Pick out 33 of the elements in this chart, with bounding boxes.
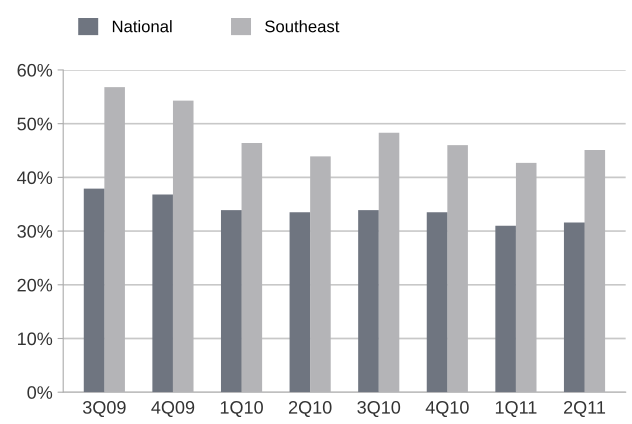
- y-tick-label: 60%: [18, 64, 52, 77]
- bar: [310, 156, 331, 392]
- bar: [584, 150, 606, 392]
- x-tick-label: 4Q09: [151, 401, 194, 418]
- bar: [426, 212, 448, 392]
- legend-label: Southeast: [265, 20, 340, 32]
- bar: [358, 210, 379, 392]
- bar: [220, 210, 242, 392]
- y-tick-label: 10%: [18, 332, 52, 346]
- bar: [84, 188, 104, 392]
- x-tick-label: 4Q10: [426, 401, 469, 418]
- bar: [290, 212, 310, 392]
- bar: [495, 226, 516, 392]
- bar: [516, 162, 537, 392]
- x-tick-label: 1Q10: [220, 401, 263, 418]
- bar: [152, 194, 173, 392]
- x-tick-label: 2Q10: [288, 401, 332, 418]
- y-tick-label: 40%: [17, 171, 52, 184]
- x-tick-label: 2Q11: [564, 401, 606, 418]
- bar: [564, 222, 585, 392]
- bar: [172, 100, 194, 392]
- y-tick-label: 0%: [27, 386, 52, 399]
- bar: [242, 143, 262, 392]
- x-tick-label: 1Q11: [496, 401, 536, 418]
- bar: [104, 87, 125, 392]
- x-tick-label: 3Q09: [82, 401, 126, 418]
- y-tick-label: 50%: [17, 118, 52, 130]
- bar: [378, 132, 400, 392]
- y-tick-label: 30%: [17, 225, 52, 238]
- y-tick-label: 20%: [18, 278, 52, 292]
- legend-label: National: [112, 20, 172, 32]
- bar: [447, 145, 468, 392]
- x-tick-label: 3Q10: [357, 401, 400, 418]
